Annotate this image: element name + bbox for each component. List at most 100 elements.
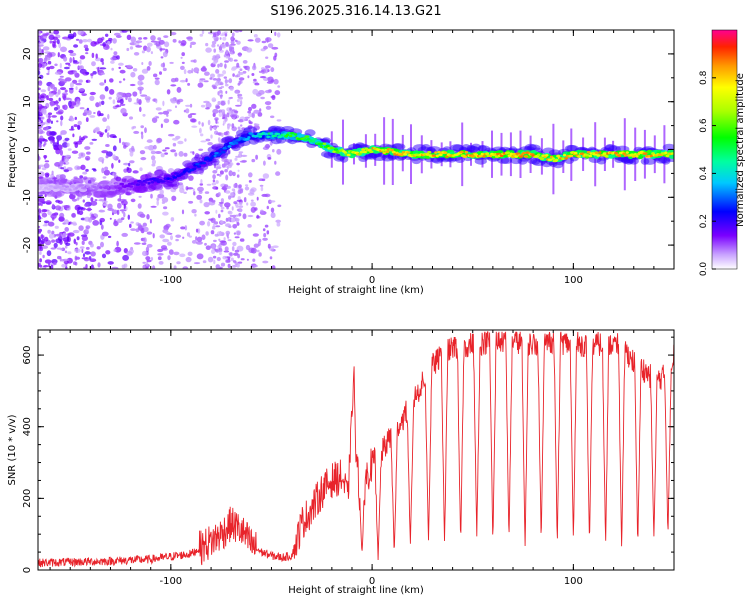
noise-blob: [73, 238, 77, 245]
noise-blob: [267, 43, 274, 48]
noise-blob: [211, 84, 216, 88]
noise-blob: [84, 203, 89, 208]
noise-blob: [146, 46, 151, 53]
noise-blob: [138, 99, 142, 105]
noise-blob: [234, 91, 239, 94]
ridge-core: [71, 185, 76, 188]
noise-blob: [46, 118, 51, 123]
ridge-core: [61, 184, 66, 188]
noise-blob: [231, 67, 236, 71]
noise-blob: [266, 81, 274, 84]
noise-blob: [207, 119, 211, 126]
noise-blob: [214, 81, 219, 87]
colorbar-label: Normalized spectral amplitude: [735, 73, 746, 227]
noise-blob: [69, 57, 73, 64]
noise-blob: [50, 264, 54, 269]
noise-blob: [56, 39, 60, 45]
noise-blob: [238, 213, 242, 217]
noise-blob: [38, 87, 41, 91]
noise-blob: [122, 254, 129, 261]
noise-blob: [41, 245, 49, 249]
noise-blob: [43, 220, 50, 224]
noise-blob: [199, 78, 206, 81]
ridge-core: [195, 162, 200, 166]
noise-blob: [73, 60, 78, 63]
noise-blob: [234, 217, 238, 221]
noise-blob: [59, 75, 64, 78]
noise-blob: [111, 266, 119, 269]
noise-blob: [228, 78, 233, 84]
noise-blob: [136, 98, 139, 104]
noise-blob: [118, 92, 124, 95]
noise-blob: [198, 148, 204, 151]
noise-blob: [178, 151, 184, 157]
noise-blob: [170, 149, 177, 153]
noise-blob: [121, 217, 125, 221]
noise-blob: [122, 141, 125, 146]
noise-blob: [119, 137, 121, 144]
ridge-core: [119, 182, 125, 186]
noise-blob: [167, 241, 172, 246]
noise-blob: [156, 200, 159, 206]
noise-blob: [173, 265, 177, 269]
noise-blob: [200, 104, 206, 108]
noise-blob: [77, 124, 81, 130]
noise-blob: [174, 152, 178, 157]
noise-blob: [252, 65, 257, 71]
noise-blob: [270, 212, 276, 219]
ridge-core: [287, 131, 292, 135]
noise-blob: [118, 62, 124, 66]
noise-blob: [127, 97, 132, 103]
noise-blob: [236, 40, 241, 45]
noise-blob: [152, 265, 156, 269]
noise-blob: [81, 248, 84, 253]
noise-blob: [265, 143, 270, 149]
ridge-core: [514, 155, 518, 158]
noise-blob: [276, 32, 281, 38]
noise-blob: [67, 33, 75, 39]
ridge-halo: [454, 156, 465, 163]
noise-blob: [84, 146, 91, 150]
noise-blob: [118, 80, 122, 84]
noise-blob: [195, 241, 203, 245]
ridge-mid: [668, 154, 674, 159]
noise-blob: [218, 251, 222, 255]
noise-blob: [270, 115, 275, 119]
noise-blob: [119, 194, 122, 200]
ridge-core: [247, 136, 251, 139]
noise-blob: [39, 111, 42, 116]
noise-blob: [53, 107, 58, 111]
noise-blob: [175, 238, 179, 242]
noise-blob: [38, 231, 41, 234]
noise-blob: [205, 42, 209, 47]
figure-title: S196.2025.316.14.13.G21: [270, 4, 441, 19]
noise-blob: [157, 37, 162, 41]
noise-blob: [66, 236, 70, 242]
noise-blob: [69, 52, 77, 57]
noise-blob: [126, 34, 132, 40]
noise-blob: [234, 236, 240, 239]
noise-blob: [80, 137, 86, 141]
noise-blob: [67, 232, 75, 237]
x-tick-label: -100: [159, 576, 182, 587]
noise-blob: [212, 61, 217, 65]
noise-blob: [228, 195, 232, 200]
noise-blob: [160, 153, 165, 158]
snr-y-ticks: 0 200 400 600: [22, 336, 674, 573]
noise-blob: [266, 230, 270, 235]
noise-blob: [170, 84, 177, 87]
noise-blob: [73, 261, 77, 265]
noise-blob: [260, 186, 264, 192]
noise-blob: [121, 264, 126, 269]
ridge-core: [250, 132, 254, 136]
noise-blob: [150, 150, 156, 155]
noise-blob: [87, 207, 92, 212]
noise-blob: [190, 118, 196, 123]
noise-blob: [90, 197, 94, 202]
noise-blob: [234, 252, 238, 256]
noise-blob: [215, 69, 220, 74]
noise-blob: [220, 198, 224, 203]
ridge-core: [617, 154, 622, 158]
noise-blob: [192, 151, 195, 155]
